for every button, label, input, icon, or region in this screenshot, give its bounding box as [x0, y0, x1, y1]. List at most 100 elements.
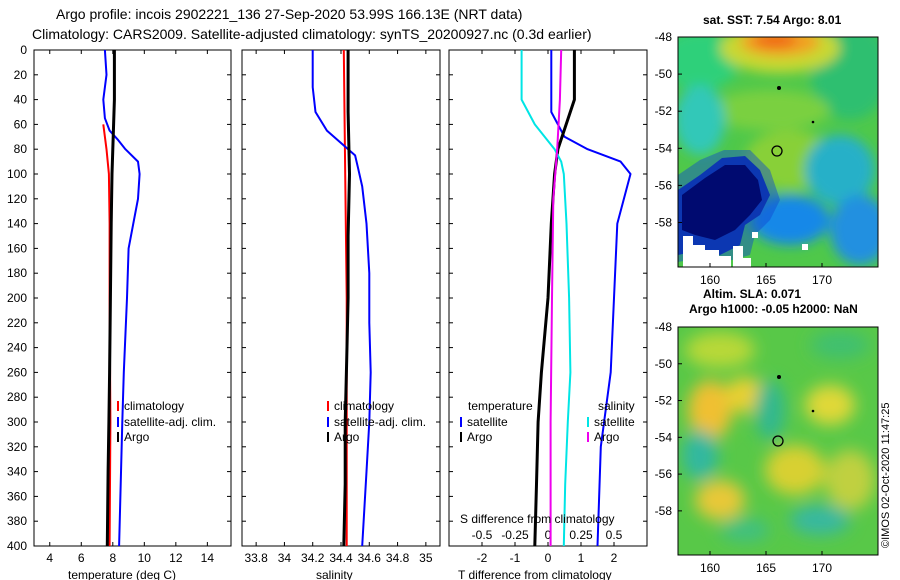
salinity-xlabel: salinity	[316, 568, 353, 580]
y-tick-label: 400	[7, 539, 27, 553]
x-tick-label: 14	[201, 551, 215, 565]
y-tick-label: 380	[7, 514, 27, 528]
x-tick-label: -0.5	[472, 528, 493, 542]
legend-label-satellite: satellite-adj. clim.	[334, 415, 426, 429]
x-tick-label: 12	[169, 551, 183, 565]
sla-map-x-axis: 160 165 170	[700, 551, 832, 575]
series-line-argo	[342, 50, 351, 547]
argo-location-marker	[772, 435, 784, 447]
x-tick-label: 34	[278, 551, 292, 565]
x-tick-label: 10	[138, 551, 152, 565]
title-line-1: Argo profile: incois 2902221_136 27-Sep-…	[56, 6, 522, 22]
depth-axis: 0 20 40 60 80 100 120 140 160 180 200 220 240 260 280 3…	[7, 43, 647, 553]
imos-timestamp: ©IMOS 02-Oct-2020 11:47:25	[880, 403, 892, 548]
series-line-s-satellite	[520, 50, 572, 547]
title-line-2: Climatology: CARS2009. Satellite-adjuste…	[32, 26, 592, 42]
y-tick-label: 100	[7, 167, 27, 181]
temperature-series	[102, 49, 141, 547]
sst-map-x-axis: 160 165 170	[700, 263, 832, 287]
island-marker	[777, 86, 781, 90]
x-tick-label: 34.8	[386, 551, 410, 565]
map-x-tick-label: 160	[700, 561, 720, 575]
map-x-tick-label: 160	[700, 273, 720, 287]
y-tick-label: 120	[7, 192, 27, 206]
sla-map	[678, 327, 878, 555]
y-tick-label: 140	[7, 217, 27, 231]
x-tick-label: 1	[578, 551, 585, 565]
legend-swatch-argo	[117, 432, 119, 442]
x-tick-label: 33.8	[244, 551, 268, 565]
legend-swatch-t-satellite	[460, 417, 462, 427]
y-tick-label: 160	[7, 241, 27, 255]
map-y-tick-label: -56	[655, 467, 673, 481]
legend-swatch-climatology	[117, 401, 119, 411]
y-tick-label: 240	[7, 341, 27, 355]
salinity-x-axis: 33.8 34 34.2 34.4 34.6 34.8 35	[244, 50, 433, 565]
legend-swatch-climatology	[327, 401, 329, 411]
y-tick-label: 180	[7, 266, 27, 280]
t-difference-x-axis: -2 -1 0 1 2	[477, 50, 618, 565]
legend-swatch-argo	[327, 432, 329, 442]
series-line-s-argo	[549, 49, 563, 546]
legend-label-argo: Argo	[124, 430, 150, 444]
legend-swatch-t-argo	[460, 432, 462, 442]
series-line-argo	[105, 50, 116, 547]
difference-series	[520, 49, 632, 547]
legend-label-t-argo: Argo	[467, 430, 493, 444]
y-tick-label: 260	[7, 365, 27, 379]
x-tick-label: 0.25	[569, 528, 593, 542]
legend-label-climatology: climatology	[124, 399, 184, 413]
island-marker	[811, 409, 815, 413]
legend-label-argo: Argo	[334, 430, 360, 444]
map-y-tick-label: -58	[655, 504, 673, 518]
temperature-panel	[33, 49, 232, 547]
map-x-tick-label: 165	[756, 273, 776, 287]
legend-label-t-satellite: satellite	[467, 415, 508, 429]
x-tick-label: 0	[545, 551, 552, 565]
difference-legend: temperature salinity satellite Argo sate…	[460, 399, 635, 444]
map-x-tick-label: 170	[812, 561, 832, 575]
legend-label-s-satellite: satellite	[594, 415, 635, 429]
salinity-panel	[241, 49, 441, 547]
sst-map-y-axis: -48 -50 -52 -54 -56 -58	[655, 30, 682, 229]
map-y-tick-label: -50	[655, 67, 673, 81]
x-tick-label: 8	[109, 551, 116, 565]
sla-map-frame	[677, 326, 879, 556]
y-tick-label: 340	[7, 465, 27, 479]
map-y-tick-label: -52	[655, 394, 673, 408]
legend-label-climatology: climatology	[334, 399, 394, 413]
map-y-tick-label: -48	[655, 320, 673, 334]
y-tick-label: 360	[7, 489, 27, 503]
temperature-x-axis: 4 6 8 10 12 14	[46, 50, 214, 565]
s-difference-xlabel: S difference from climatology	[460, 512, 615, 526]
x-tick-label: -0.25	[501, 528, 529, 542]
x-tick-label: 34.4	[329, 551, 353, 565]
map-y-tick-label: -58	[655, 215, 673, 229]
map-y-tick-label: -52	[655, 104, 673, 118]
map-x-tick-label: 170	[812, 273, 832, 287]
t-difference-xlabel: T difference from climatology	[458, 568, 612, 580]
sst-map	[678, 37, 878, 267]
sst-map-title: sat. SST: 7.54 Argo: 8.01	[703, 13, 842, 27]
series-line-t-satellite	[550, 50, 632, 547]
legend-title-temperature: temperature	[468, 399, 533, 413]
x-tick-label: 34.6	[358, 551, 382, 565]
s-difference-x-axis: -0.5 -0.25 0 0.25 0.5	[472, 528, 623, 542]
salinity-series	[311, 49, 372, 547]
legend-label-s-argo: Argo	[594, 430, 620, 444]
sla-map-title-2: Argo h1000: -0.05 h2000: NaN	[689, 302, 858, 316]
map-x-tick-label: 165	[756, 561, 776, 575]
series-line-satellite-adj-clim-	[102, 49, 141, 547]
y-tick-label: 300	[7, 415, 27, 429]
x-tick-label: 2	[611, 551, 618, 565]
island-marker	[811, 120, 815, 124]
x-tick-label: 35	[419, 551, 433, 565]
legend-swatch-s-argo	[587, 432, 589, 442]
legend-label-satellite: satellite-adj. clim.	[124, 415, 216, 429]
x-tick-label: -2	[477, 551, 488, 565]
legend-swatch-satellite	[117, 417, 119, 427]
map-y-tick-label: -54	[655, 430, 673, 444]
x-tick-label: 0	[545, 528, 552, 542]
x-tick-label: 6	[78, 551, 85, 565]
